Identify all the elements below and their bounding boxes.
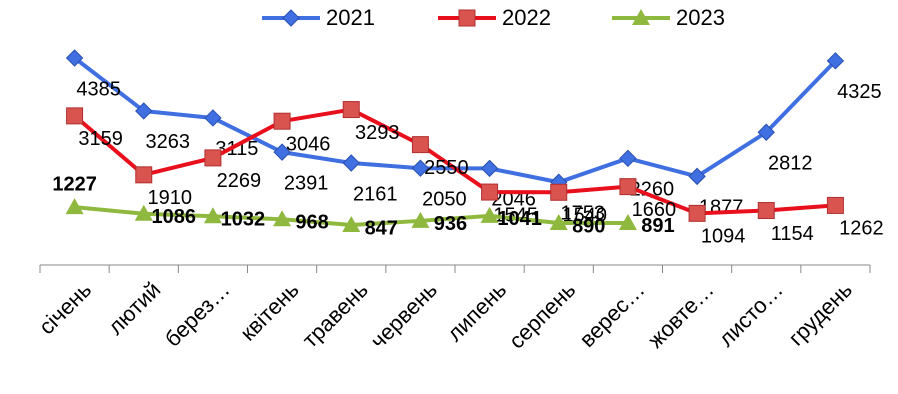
data-label: 1032 [221, 209, 266, 231]
series: 1227 1086 1032 968 847 936 1041 890 891 [52, 173, 674, 239]
point [411, 159, 430, 177]
x-tick-label: листо… [714, 277, 788, 351]
point [66, 107, 84, 125]
x-tick-label: липень [442, 277, 511, 346]
data-label: 2269 [217, 170, 262, 192]
data-label: 2260 [630, 179, 675, 201]
point [826, 196, 844, 214]
x-tick-label: червень [366, 277, 443, 354]
x-tick-label: лютий [103, 277, 166, 340]
point [549, 213, 568, 230]
point [688, 167, 706, 186]
point [135, 102, 153, 120]
data-label: 1660 [632, 199, 677, 221]
point [273, 143, 291, 161]
point [826, 52, 845, 70]
legend-label: 2021 [326, 5, 375, 30]
x-tick-label: грудень [784, 277, 858, 351]
data-label: 3115 [215, 138, 258, 160]
point [757, 123, 775, 141]
data-label: 890 [572, 215, 605, 237]
data-label: 1753 [561, 203, 606, 225]
data-label: 2161 [353, 183, 398, 205]
data-label: 3263 [146, 131, 191, 153]
point [411, 211, 430, 228]
point [342, 216, 361, 233]
legend-label: 2023 [676, 5, 725, 30]
data-label: 1041 [497, 208, 542, 230]
x-tick-label: квітень [235, 277, 304, 346]
data-label: 1086 [152, 206, 197, 228]
point [480, 159, 499, 178]
data-label: 2812 [768, 153, 813, 175]
data-label: 2391 [284, 172, 329, 194]
point [65, 49, 84, 67]
point [757, 202, 775, 220]
point [273, 210, 292, 227]
data-label: 1154 [771, 223, 814, 245]
data-label: 891 [641, 215, 674, 237]
point [204, 149, 222, 167]
data-label: 1910 [148, 187, 193, 209]
data-label: 4385 [76, 78, 121, 100]
x-tick-label: серпень [504, 277, 581, 354]
point [342, 154, 360, 172]
point [134, 204, 153, 221]
point [204, 109, 222, 127]
legend-label: 2022 [502, 5, 551, 30]
line [73, 107, 836, 216]
data-label: 2050 [422, 189, 467, 211]
point [282, 9, 300, 27]
data-label: 4325 [837, 81, 882, 103]
data-label: 2550 [424, 157, 469, 179]
data-label: 1094 [701, 226, 746, 248]
data-label: 3293 [355, 122, 400, 144]
x-tick-label: жовте… [643, 277, 719, 353]
data-label: 847 [365, 217, 398, 239]
x-tick-label: верес… [574, 277, 649, 352]
point [481, 183, 499, 201]
point [203, 207, 222, 224]
point [411, 136, 429, 154]
point [273, 112, 291, 130]
data-label: 1227 [52, 173, 97, 195]
point [65, 198, 84, 215]
point [550, 183, 568, 201]
point [135, 166, 153, 184]
point [688, 204, 706, 222]
point [619, 149, 637, 168]
point [618, 213, 637, 230]
data-label: 1262 [839, 218, 884, 240]
point [458, 9, 476, 27]
x-tick-label: січень [34, 277, 96, 339]
data-label: 3046 [286, 133, 331, 155]
x-tick-label: травень [297, 277, 373, 353]
x-tick-label: берез… [160, 277, 235, 352]
data-label: 968 [295, 212, 328, 234]
data-label: 936 [434, 213, 467, 235]
point [480, 206, 499, 223]
point [619, 178, 637, 196]
point [342, 101, 360, 119]
data-label: 2046 [491, 189, 536, 211]
data-label: 3159 [78, 128, 123, 150]
point [632, 9, 650, 25]
